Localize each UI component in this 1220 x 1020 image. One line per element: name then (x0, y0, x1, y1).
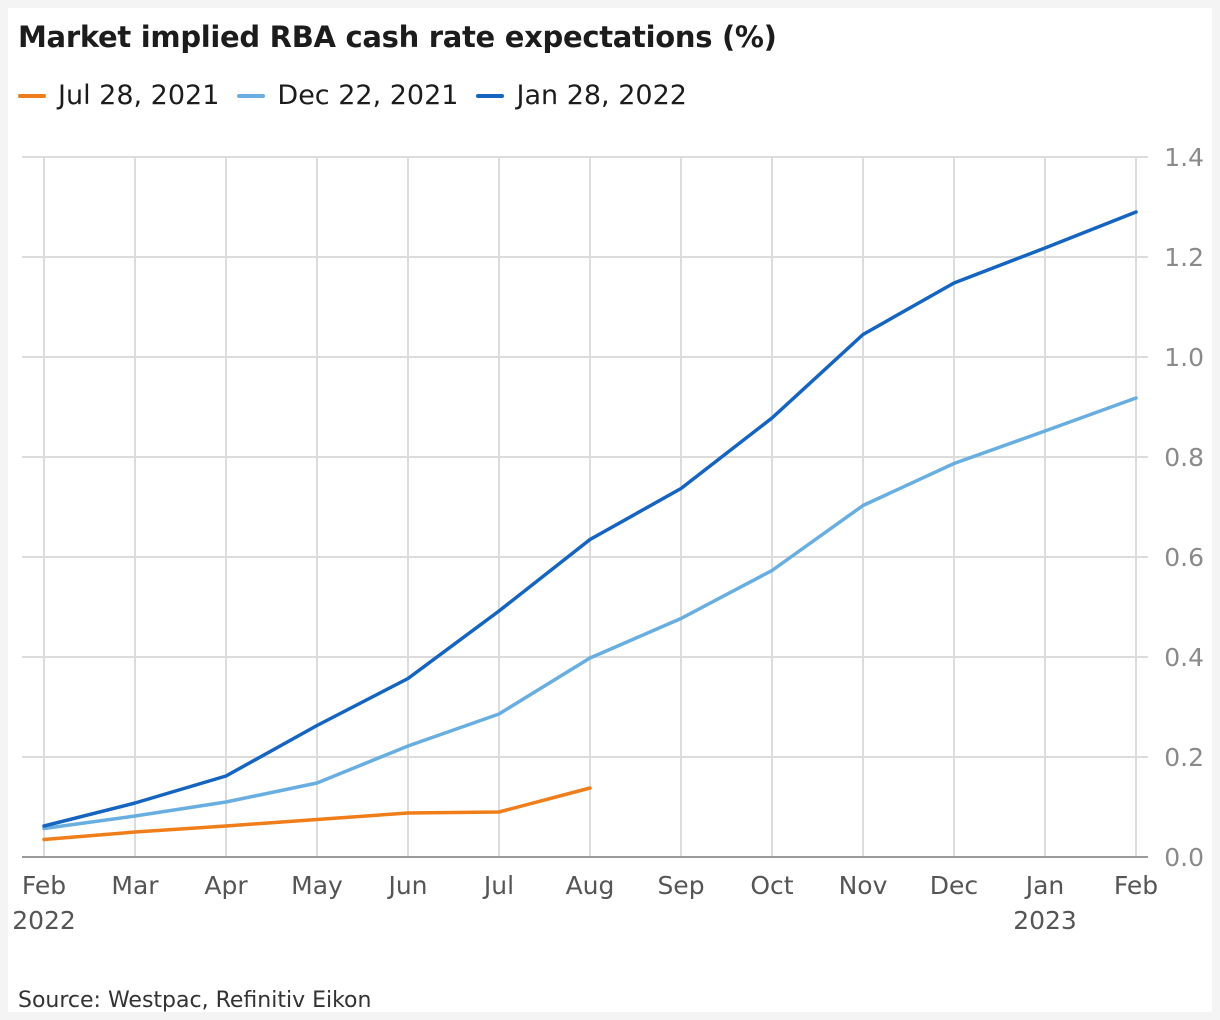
x-tick-label: Dec (930, 871, 978, 900)
chart-title: Market implied RBA cash rate expectation… (18, 20, 777, 54)
chart-card: Market implied RBA cash rate expectation… (8, 8, 1212, 1013)
chart-source: Source: Westpac, Refinitiv Eikon (18, 988, 372, 1013)
x-tick-label: Aug (566, 871, 615, 900)
x-tick-label: Jan (1024, 871, 1065, 900)
y-tick-label: 0.8 (1164, 443, 1204, 472)
series-line-dec-22-2021 (42, 396, 1138, 831)
x-year-label: 2023 (1013, 906, 1077, 935)
x-year-label: 2022 (12, 906, 76, 935)
x-tick-label: Nov (839, 871, 888, 900)
y-tick-label: 1.0 (1164, 343, 1204, 372)
x-tick-label: Feb (22, 871, 66, 900)
x-tick-label: Jul (482, 871, 514, 900)
x-tick-label: Sep (657, 871, 704, 900)
chart-legend: Jul 28, 2021 Dec 22, 2021 Jan 28, 2022 (18, 80, 687, 111)
legend-item-dec-22-2021: Dec 22, 2021 (237, 80, 458, 111)
y-tick-label: 1.2 (1164, 243, 1204, 272)
y-tick-label: 0.4 (1164, 643, 1204, 672)
legend-swatch (476, 93, 505, 98)
x-tick-label: Jun (386, 871, 427, 900)
series-line-jan-28-2022 (42, 210, 1138, 828)
series-line-jul-28-2021 (42, 786, 592, 842)
y-tick-label: 1.4 (1164, 143, 1204, 172)
legend-item-jan-28-2022: Jan 28, 2022 (476, 80, 687, 111)
y-tick-label: 0.0 (1164, 843, 1204, 872)
legend-swatch (237, 93, 266, 98)
legend-swatch (18, 93, 46, 98)
x-tick-label: Mar (111, 871, 159, 900)
y-tick-label: 0.2 (1164, 743, 1204, 772)
legend-label: Jul 28, 2021 (58, 80, 220, 111)
x-tick-label: Feb (1114, 871, 1158, 900)
legend-label: Jan 28, 2022 (516, 80, 687, 111)
y-tick-label: 0.6 (1164, 543, 1204, 572)
x-tick-label: Apr (204, 871, 248, 900)
legend-label: Dec 22, 2021 (277, 80, 459, 111)
legend-item-jul-28-2021: Jul 28, 2021 (18, 80, 219, 111)
x-tick-label: Oct (750, 871, 793, 900)
x-tick-label: May (291, 871, 343, 900)
